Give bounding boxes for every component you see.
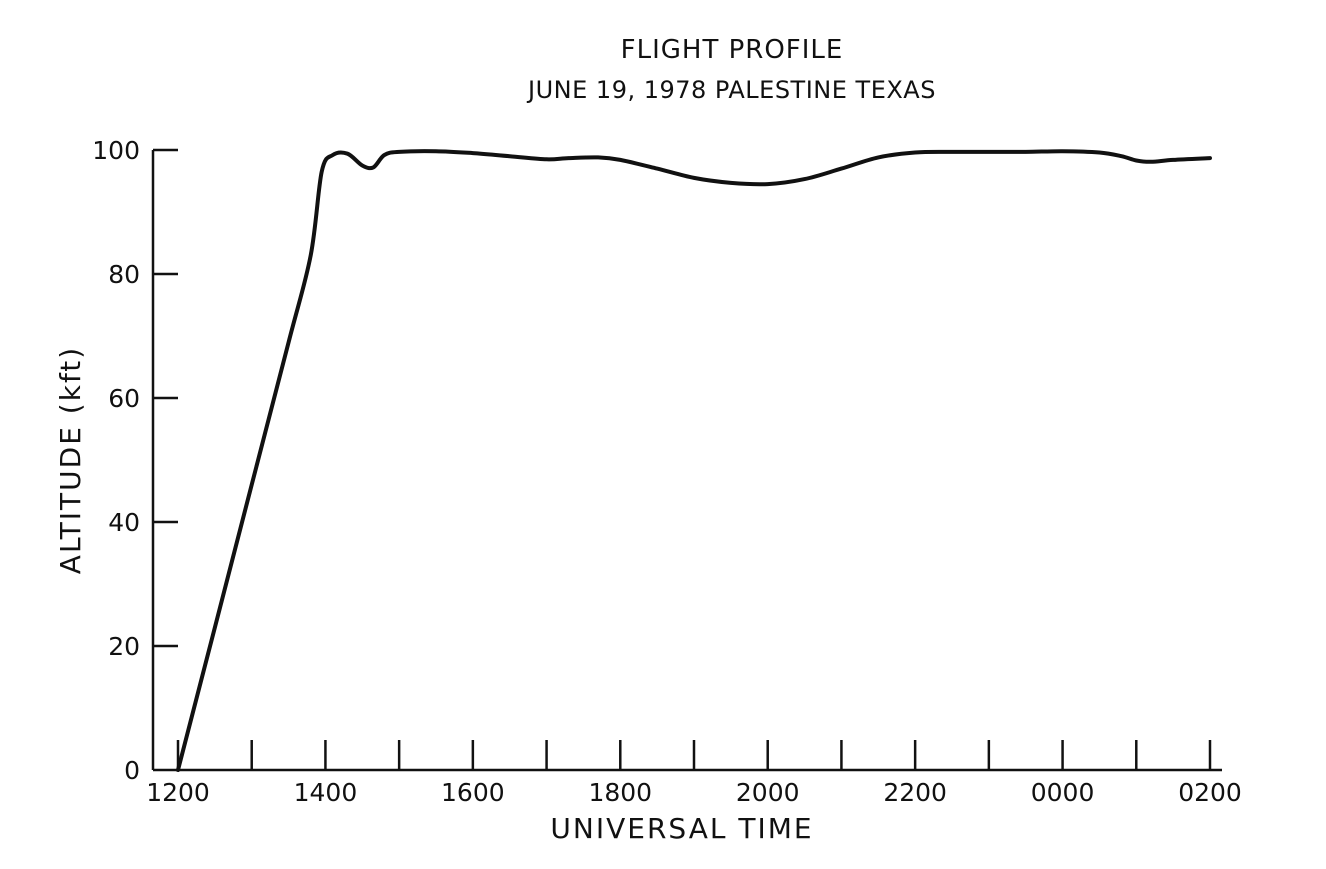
y-tick-label: 0 (124, 756, 140, 785)
y-tick-label: 60 (108, 384, 140, 413)
altitude-series-line (176, 149, 1212, 772)
y-axis-ticks: 0 20 40 60 80 100 (92, 136, 178, 785)
x-axis-label: UNIVERSAL TIME (550, 812, 813, 845)
x-tick-label: 0200 (1178, 778, 1242, 807)
x-tick-label: 1200 (146, 778, 210, 807)
x-tick-label: 1600 (441, 778, 505, 807)
x-axis-ticks: 1200 1400 1600 1800 2000 2200 0000 0200 (146, 740, 1242, 807)
y-tick-label: 80 (108, 260, 140, 289)
x-tick-label: 1800 (588, 778, 652, 807)
y-tick-label: 40 (108, 508, 140, 537)
y-axis-label: ALTITUDE (kft) (54, 346, 87, 574)
x-tick-label: 0000 (1031, 778, 1095, 807)
series-layer (176, 149, 1212, 772)
x-tick-label: 2200 (883, 778, 947, 807)
y-tick-label: 20 (108, 632, 140, 661)
y-tick-label: 100 (92, 136, 140, 165)
x-tick-label: 1400 (294, 778, 358, 807)
chart-subtitle: JUNE 19, 1978 PALESTINE TEXAS (526, 76, 936, 104)
chart-title: FLIGHT PROFILE (621, 35, 844, 65)
x-tick-label: 2000 (736, 778, 800, 807)
